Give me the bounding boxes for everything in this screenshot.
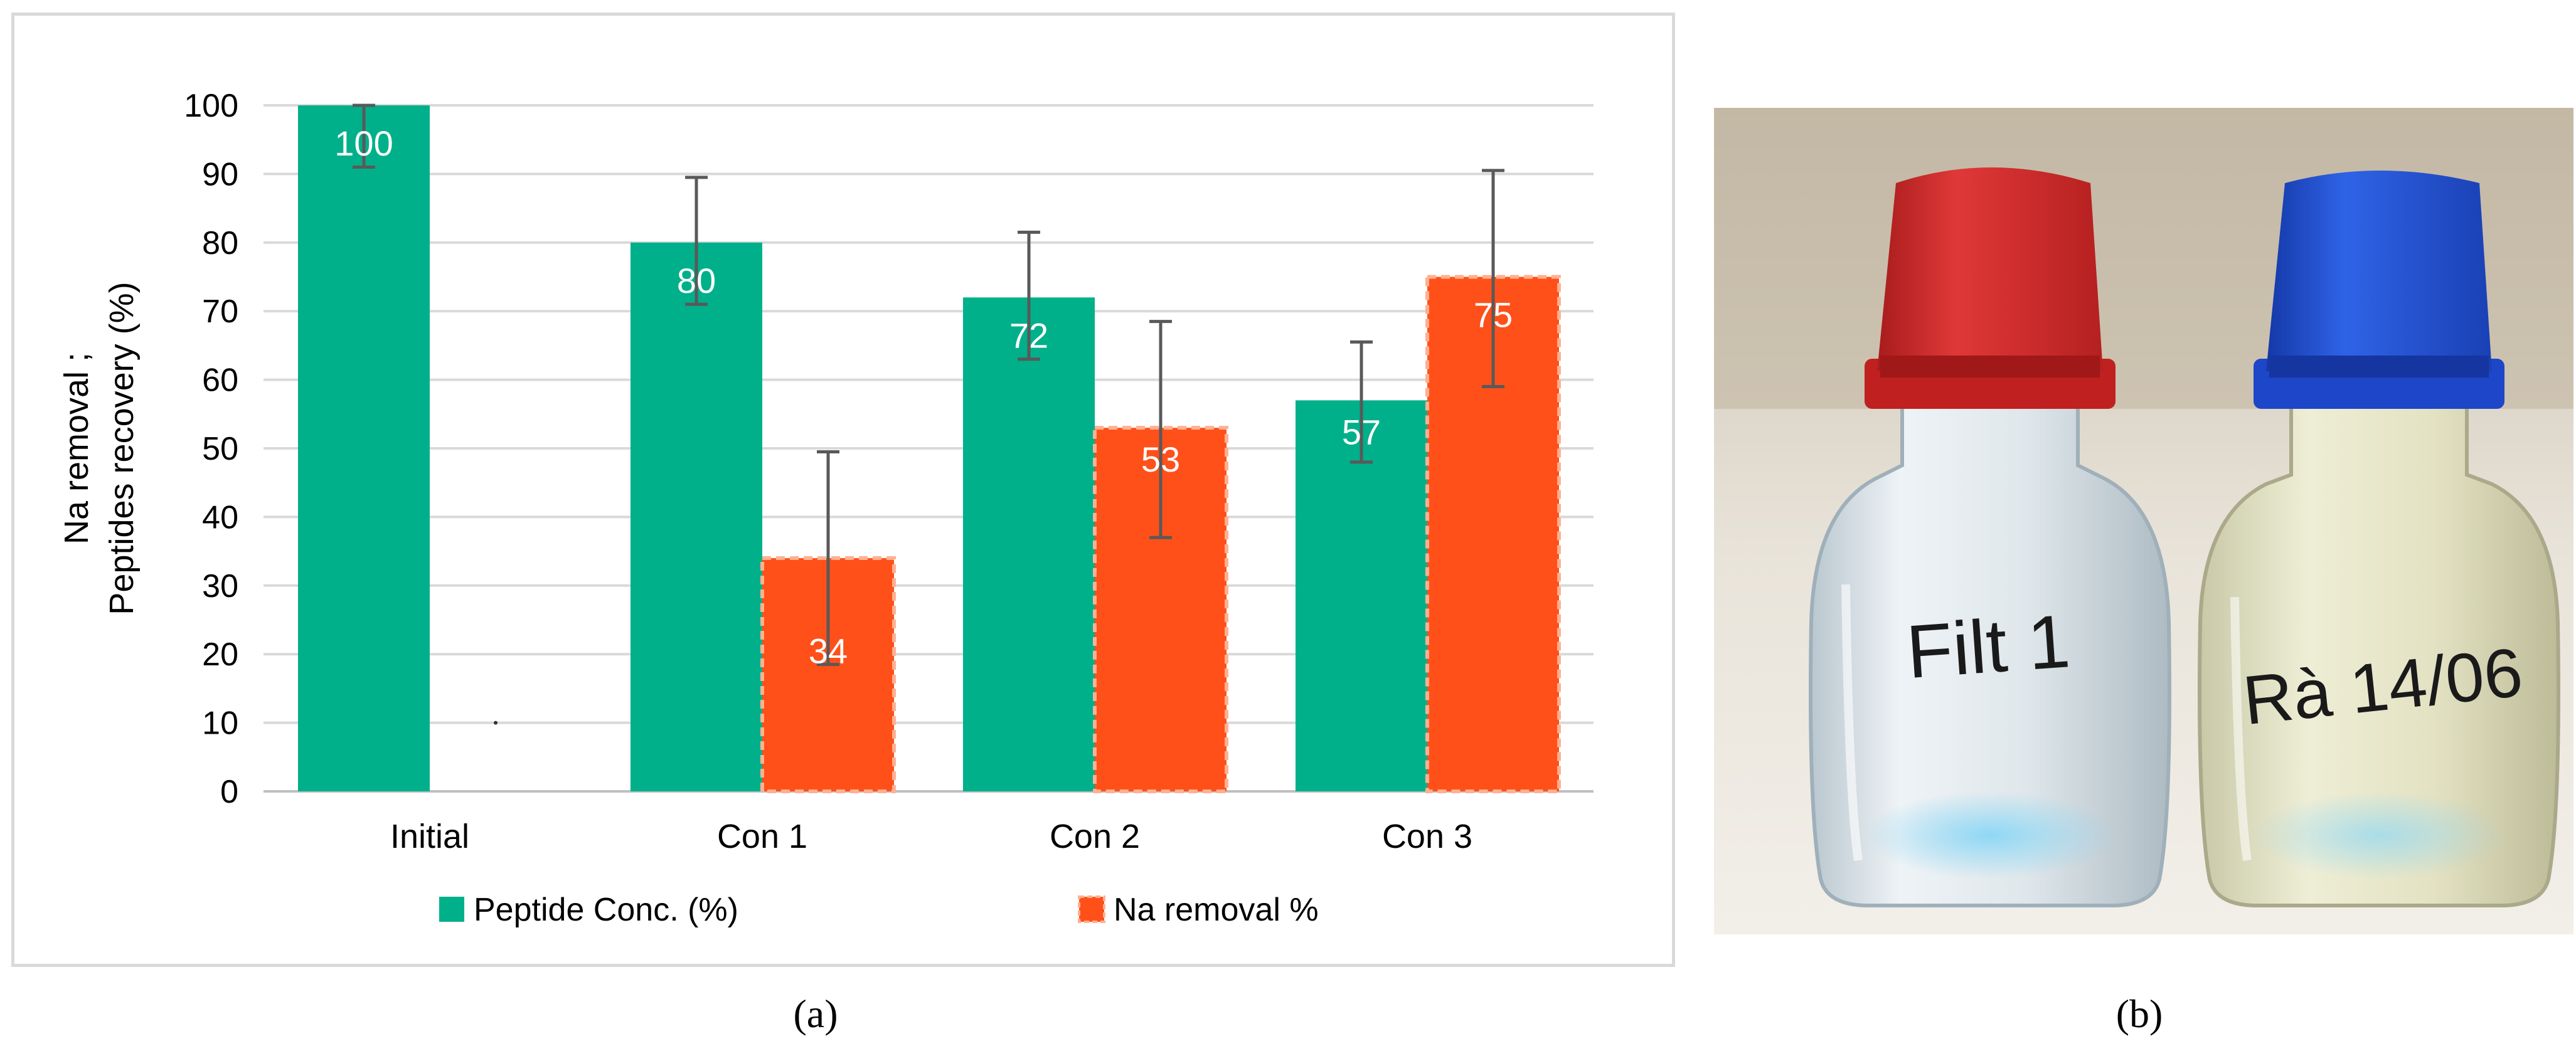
y-tick-label: 100 [184,88,238,124]
bar-peptide [1296,400,1427,791]
zero-marker [494,721,498,725]
legend-swatch [1078,895,1105,923]
y-axis-label-line1: Na removal ; [58,352,95,544]
legend-label: Peptide Conc. (%) [474,892,738,928]
cap-left [1865,167,2116,409]
data-label: 34 [809,631,848,670]
legend-swatch [439,897,464,922]
bottle-right: Rà 14/06 [2198,171,2560,907]
caption-b: (b) [2116,991,2163,1036]
y-tick-label: 80 [202,225,238,261]
y-tick-label: 50 [202,431,238,467]
y-tick-label: 20 [202,636,238,673]
y-tick-label: 0 [220,774,238,810]
y-tick-label: 70 [202,293,238,330]
cap-right [2254,171,2504,409]
x-tick-label: Con 1 [717,818,807,855]
bar-peptide [298,105,430,791]
bar-peptide [963,297,1095,791]
y-tick-label: 60 [202,362,238,399]
y-tick-label: 90 [202,156,238,193]
bottle-left: Filt 1 [1809,167,2171,907]
bar-peptide [631,242,762,791]
bottle-left-label: Filt 1 [1904,599,2073,694]
caption-a: (a) [793,991,838,1036]
data-label: 53 [1141,440,1180,479]
legend-label: Na removal % [1114,892,1319,928]
x-tick-label: Initial [390,818,469,855]
data-label: 75 [1474,295,1513,335]
y-tick-label: 30 [202,568,238,605]
data-label: 100 [334,124,393,163]
x-tick-label: Con 2 [1050,818,1140,855]
data-label: 80 [677,261,716,300]
bar-na-removal [760,556,896,793]
y-tick-label: 40 [202,499,238,536]
y-axis-label-line2: Peptides recovery (%) [103,282,141,615]
x-tick-label: Con 3 [1382,818,1472,855]
photo-panel-b: Filt 1 Rà 14/06 [1714,108,2573,934]
data-label: 57 [1342,412,1381,451]
y-tick-label: 10 [202,705,238,742]
data-label: 72 [1009,315,1048,355]
